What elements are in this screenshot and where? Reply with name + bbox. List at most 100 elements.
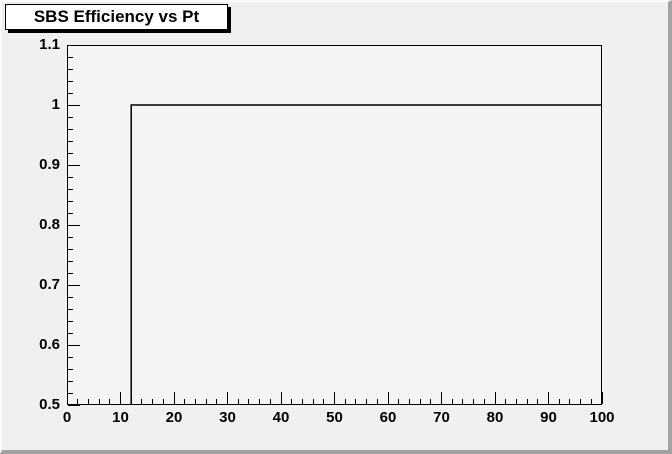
- x-axis-minor-tick: [152, 399, 154, 404]
- y-axis-minor-tick: [68, 356, 73, 358]
- y-axis-major-tick: [68, 404, 80, 406]
- x-axis-minor-tick: [462, 399, 464, 404]
- y-axis-major-tick: [68, 164, 80, 166]
- x-axis-label: 0: [62, 409, 72, 426]
- x-axis-major-tick: [66, 392, 68, 404]
- x-axis-minor-tick: [205, 399, 207, 404]
- x-axis-major-tick: [494, 392, 496, 404]
- x-axis-minor-tick: [194, 399, 196, 404]
- x-axis-minor-tick: [515, 399, 517, 404]
- x-axis-minor-tick: [505, 399, 507, 404]
- x-axis-minor-tick: [109, 399, 111, 404]
- y-axis-minor-tick: [68, 56, 73, 58]
- x-axis-major-tick: [334, 392, 335, 404]
- x-axis-minor-tick: [237, 399, 239, 404]
- x-axis-minor-tick: [355, 399, 357, 404]
- x-axis-minor-tick: [473, 399, 475, 404]
- x-axis-minor-tick: [184, 399, 186, 404]
- x-axis-minor-tick: [77, 399, 79, 404]
- y-axis-label: 0.7: [39, 276, 60, 293]
- x-axis-major-tick: [280, 392, 282, 404]
- y-axis-minor-tick: [68, 212, 73, 214]
- y-axis-minor-tick: [68, 200, 73, 202]
- y-axis-minor-tick: [68, 380, 73, 382]
- x-axis-label: 80: [486, 409, 504, 426]
- y-axis-minor-tick: [68, 320, 73, 322]
- y-axis-minor-tick: [68, 392, 73, 394]
- y-axis-major-tick: [68, 44, 80, 46]
- y-axis-minor-tick: [68, 92, 73, 94]
- x-axis-minor-tick: [526, 399, 528, 404]
- x-axis-minor-tick: [569, 399, 571, 404]
- x-axis-minor-tick: [408, 399, 410, 404]
- x-axis-minor-tick: [291, 399, 293, 404]
- x-axis-label: 100: [589, 409, 615, 426]
- y-axis-minor-tick: [68, 140, 73, 142]
- x-axis-minor-tick: [537, 399, 539, 404]
- x-axis-minor-tick: [216, 399, 218, 404]
- efficiency-step-line: [130, 104, 602, 405]
- y-axis-minor-tick: [68, 116, 73, 118]
- x-axis-major-tick: [120, 392, 121, 404]
- x-axis-minor-tick: [376, 399, 378, 404]
- x-axis-minor-tick: [162, 399, 164, 404]
- x-axis-minor-tick: [301, 399, 303, 404]
- y-axis-minor-tick: [68, 272, 73, 274]
- x-axis-minor-tick: [98, 399, 100, 404]
- y-axis-label: 0.9: [39, 156, 60, 173]
- y-axis-minor-tick: [68, 260, 73, 262]
- x-axis-minor-tick: [87, 399, 89, 404]
- y-axis-minor-tick: [68, 332, 73, 334]
- x-axis-minor-tick: [312, 399, 314, 404]
- y-axis-minor-tick: [68, 128, 73, 130]
- x-axis-label: 50: [326, 409, 343, 426]
- y-axis-minor-tick: [68, 248, 73, 250]
- x-axis-minor-tick: [398, 399, 400, 404]
- x-axis-minor-tick: [259, 399, 261, 404]
- chart-title: SBS Efficiency vs Pt: [33, 7, 200, 26]
- x-axis-minor-tick: [590, 399, 592, 404]
- x-axis-minor-tick: [558, 399, 560, 404]
- y-axis-major-tick: [68, 284, 80, 286]
- y-axis-minor-tick: [68, 176, 73, 178]
- x-axis-label: 30: [219, 409, 236, 426]
- x-axis-minor-tick: [580, 399, 582, 404]
- x-axis-minor-tick: [344, 399, 346, 404]
- y-axis-major-tick: [68, 344, 80, 346]
- x-axis-major-tick: [173, 392, 175, 404]
- y-axis-label: 0.6: [39, 336, 60, 353]
- y-axis-label: 0.8: [39, 216, 60, 233]
- x-axis-label: 40: [272, 409, 290, 426]
- x-axis-label: 70: [433, 409, 450, 426]
- x-axis-minor-tick: [419, 399, 421, 404]
- x-axis-minor-tick: [430, 399, 432, 404]
- x-axis-major-tick: [387, 392, 389, 404]
- step-polyline: [130, 104, 602, 405]
- y-axis-minor-tick: [68, 296, 73, 298]
- x-axis-label: 60: [379, 409, 397, 426]
- y-axis-minor-tick: [68, 188, 73, 190]
- x-axis-major-tick: [601, 392, 603, 404]
- x-axis-label: 90: [540, 409, 557, 426]
- x-axis-major-tick: [227, 392, 228, 404]
- x-axis-label: 20: [165, 409, 183, 426]
- x-axis-label: 10: [112, 409, 129, 426]
- x-axis-minor-tick: [248, 399, 250, 404]
- x-axis-minor-tick: [130, 399, 132, 404]
- x-axis-minor-tick: [323, 399, 325, 404]
- y-axis-label: 1: [51, 96, 60, 113]
- y-axis-major-tick: [68, 224, 80, 226]
- y-axis-minor-tick: [68, 236, 73, 238]
- y-axis-minor-tick: [68, 308, 73, 310]
- y-axis-major-tick: [68, 104, 80, 106]
- y-axis-minor-tick: [68, 368, 73, 370]
- y-axis-label: 1.1: [39, 36, 60, 53]
- x-axis-major-tick: [548, 392, 549, 404]
- x-axis-minor-tick: [141, 399, 143, 404]
- y-axis-minor-tick: [68, 152, 73, 154]
- x-axis-major-tick: [441, 392, 442, 404]
- y-axis-label: 0.5: [39, 396, 60, 413]
- x-axis-minor-tick: [269, 399, 271, 404]
